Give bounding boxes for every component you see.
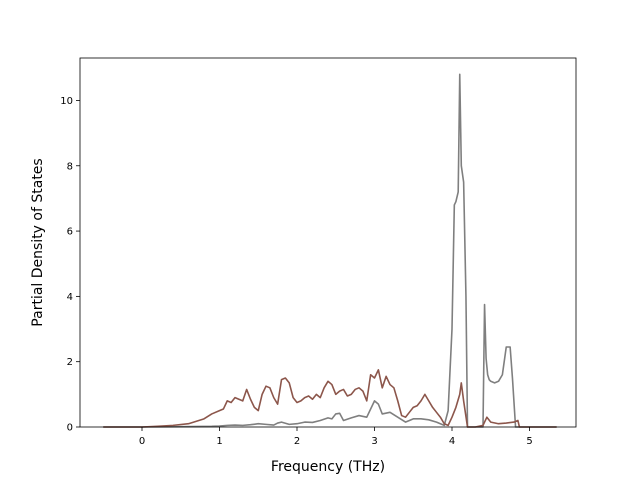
y-axis-ticks: 0 2 4 6 8 10 — [60, 96, 80, 434]
series-layer — [103, 73, 557, 428]
series-line-1 — [103, 369, 557, 428]
x-tick-label: 1 — [216, 436, 222, 447]
axes-frame — [79, 57, 577, 428]
x-tick-label: 4 — [449, 436, 455, 447]
x-axis-ticks: 0 1 2 3 4 5 — [139, 427, 533, 447]
y-axis-label: Partial Density of States — [30, 158, 46, 326]
y-tick-label: 6 — [67, 227, 73, 238]
x-tick-label: 3 — [371, 436, 377, 447]
axes-background — [80, 58, 576, 427]
series-line-0 — [103, 73, 557, 428]
x-tick-label: 0 — [139, 436, 145, 447]
x-axis-label: Frequency (THz) — [271, 459, 385, 475]
y-tick-label: 8 — [67, 161, 73, 172]
x-tick-label: 5 — [526, 436, 532, 447]
y-tick-label: 10 — [60, 96, 73, 107]
plot-area — [80, 58, 576, 427]
y-tick-label: 4 — [67, 292, 73, 303]
y-tick-label: 2 — [67, 357, 73, 368]
y-tick-label: 0 — [67, 423, 73, 434]
x-tick-label: 2 — [294, 436, 300, 447]
